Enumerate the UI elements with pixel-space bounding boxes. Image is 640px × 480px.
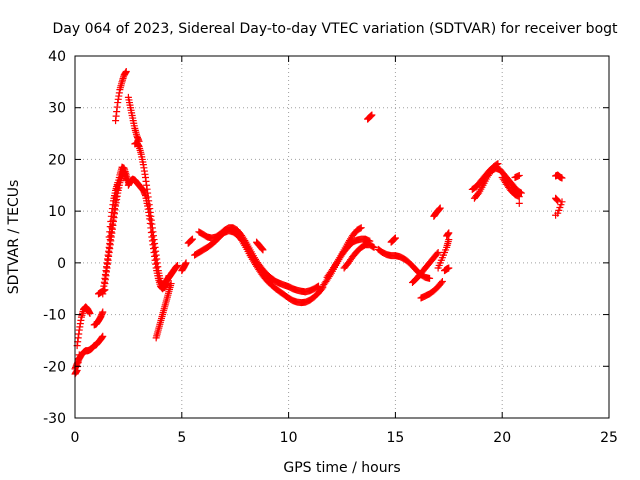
x-tick-label: 20 xyxy=(493,430,511,446)
data-point-marker xyxy=(515,193,523,201)
series-track-n xyxy=(161,261,182,288)
data-point-marker xyxy=(391,234,399,242)
data-point-marker xyxy=(433,250,441,258)
data-point-marker xyxy=(558,198,566,206)
data-point-marker xyxy=(445,229,453,237)
data-point-marker xyxy=(86,310,94,318)
x-tick-label: 0 xyxy=(71,430,80,446)
series-track-an xyxy=(552,211,560,219)
data-point-marker xyxy=(517,189,525,197)
series-track-aa xyxy=(417,277,446,302)
y-tick-label: -30 xyxy=(43,411,66,427)
data-point-marker xyxy=(438,277,446,285)
data-point-marker xyxy=(437,279,445,287)
series-track-i xyxy=(112,68,130,125)
data-point-marker xyxy=(167,280,175,288)
series-track-z xyxy=(408,249,442,287)
series-track-h xyxy=(105,179,122,241)
x-tick-label: 5 xyxy=(177,430,186,446)
series-track-ad xyxy=(441,264,453,275)
data-point-marker xyxy=(515,199,523,207)
series-track-aj xyxy=(515,199,523,207)
data-point-marker xyxy=(174,261,182,269)
data-point-marker xyxy=(188,235,196,243)
data-point-marker xyxy=(434,249,442,257)
series-track-al xyxy=(552,194,562,205)
series-track-w xyxy=(364,111,376,123)
y-tick-label: -20 xyxy=(43,359,66,375)
y-tick-label: 0 xyxy=(57,256,66,272)
data-point-marker xyxy=(75,351,83,359)
series-track-p xyxy=(178,259,190,275)
data-point-marker xyxy=(313,283,321,291)
chart-title: Day 064 of 2023, Sidereal Day-to-day VTE… xyxy=(52,21,618,37)
y-tick-label: 30 xyxy=(48,101,66,117)
series-track-ae xyxy=(443,229,453,240)
x-tick-label: 15 xyxy=(386,430,404,446)
series-track-r xyxy=(195,224,323,296)
data-point-marker xyxy=(357,224,365,232)
y-tick-label: 20 xyxy=(48,152,66,168)
y-axis-label: SDTVAR / TECUs xyxy=(6,180,22,295)
series-track-l xyxy=(131,139,171,292)
grid-lines xyxy=(75,56,609,418)
series-track-x xyxy=(374,245,434,282)
data-point-marker xyxy=(552,211,560,219)
series-track-ab xyxy=(430,204,444,220)
series-track-s xyxy=(253,238,267,254)
y-tick-label: 10 xyxy=(48,204,66,220)
data-point-marker xyxy=(370,243,378,251)
x-tick-label: 25 xyxy=(600,430,618,446)
series-track-y xyxy=(387,234,399,246)
data-point-marker xyxy=(515,171,523,179)
data-point-marker xyxy=(356,224,364,232)
data-point-marker xyxy=(114,179,122,187)
data-point-marker xyxy=(558,174,566,182)
data-point-marker xyxy=(259,246,267,254)
series-track-j xyxy=(124,93,143,145)
data-point-marker xyxy=(369,243,377,251)
series-track-e xyxy=(94,286,109,298)
data-point-marker xyxy=(241,236,249,244)
data-point-marker xyxy=(99,332,107,340)
data-points xyxy=(71,68,566,378)
series-track-ac xyxy=(434,236,453,272)
data-point-marker xyxy=(122,68,130,76)
plot-frame xyxy=(74,55,610,419)
data-point-marker xyxy=(99,308,107,316)
data-point-marker xyxy=(445,236,453,244)
y-axis-ticks: -30 -20 -10 0 10 20 30 40 xyxy=(43,49,609,427)
series-track-v xyxy=(340,241,378,272)
series-track-ak xyxy=(552,171,566,182)
x-axis-label: GPS time / hours xyxy=(283,460,400,476)
data-point-marker xyxy=(445,264,453,272)
data-point-marker xyxy=(516,188,524,196)
data-point-marker xyxy=(426,274,434,282)
x-tick-label: 10 xyxy=(280,430,298,446)
y-tick-label: -10 xyxy=(43,308,66,324)
series-track-ai xyxy=(511,171,523,182)
data-point-marker xyxy=(368,111,376,119)
y-tick-label: 40 xyxy=(48,49,66,65)
data-point-marker xyxy=(436,204,444,212)
series-track-m xyxy=(152,280,175,342)
series-track-ah xyxy=(498,174,523,201)
series-track-b xyxy=(73,303,94,350)
data-point-marker xyxy=(182,259,190,267)
series-track-o xyxy=(184,235,196,247)
series-track-d xyxy=(90,308,107,329)
data-point-marker xyxy=(554,197,562,205)
